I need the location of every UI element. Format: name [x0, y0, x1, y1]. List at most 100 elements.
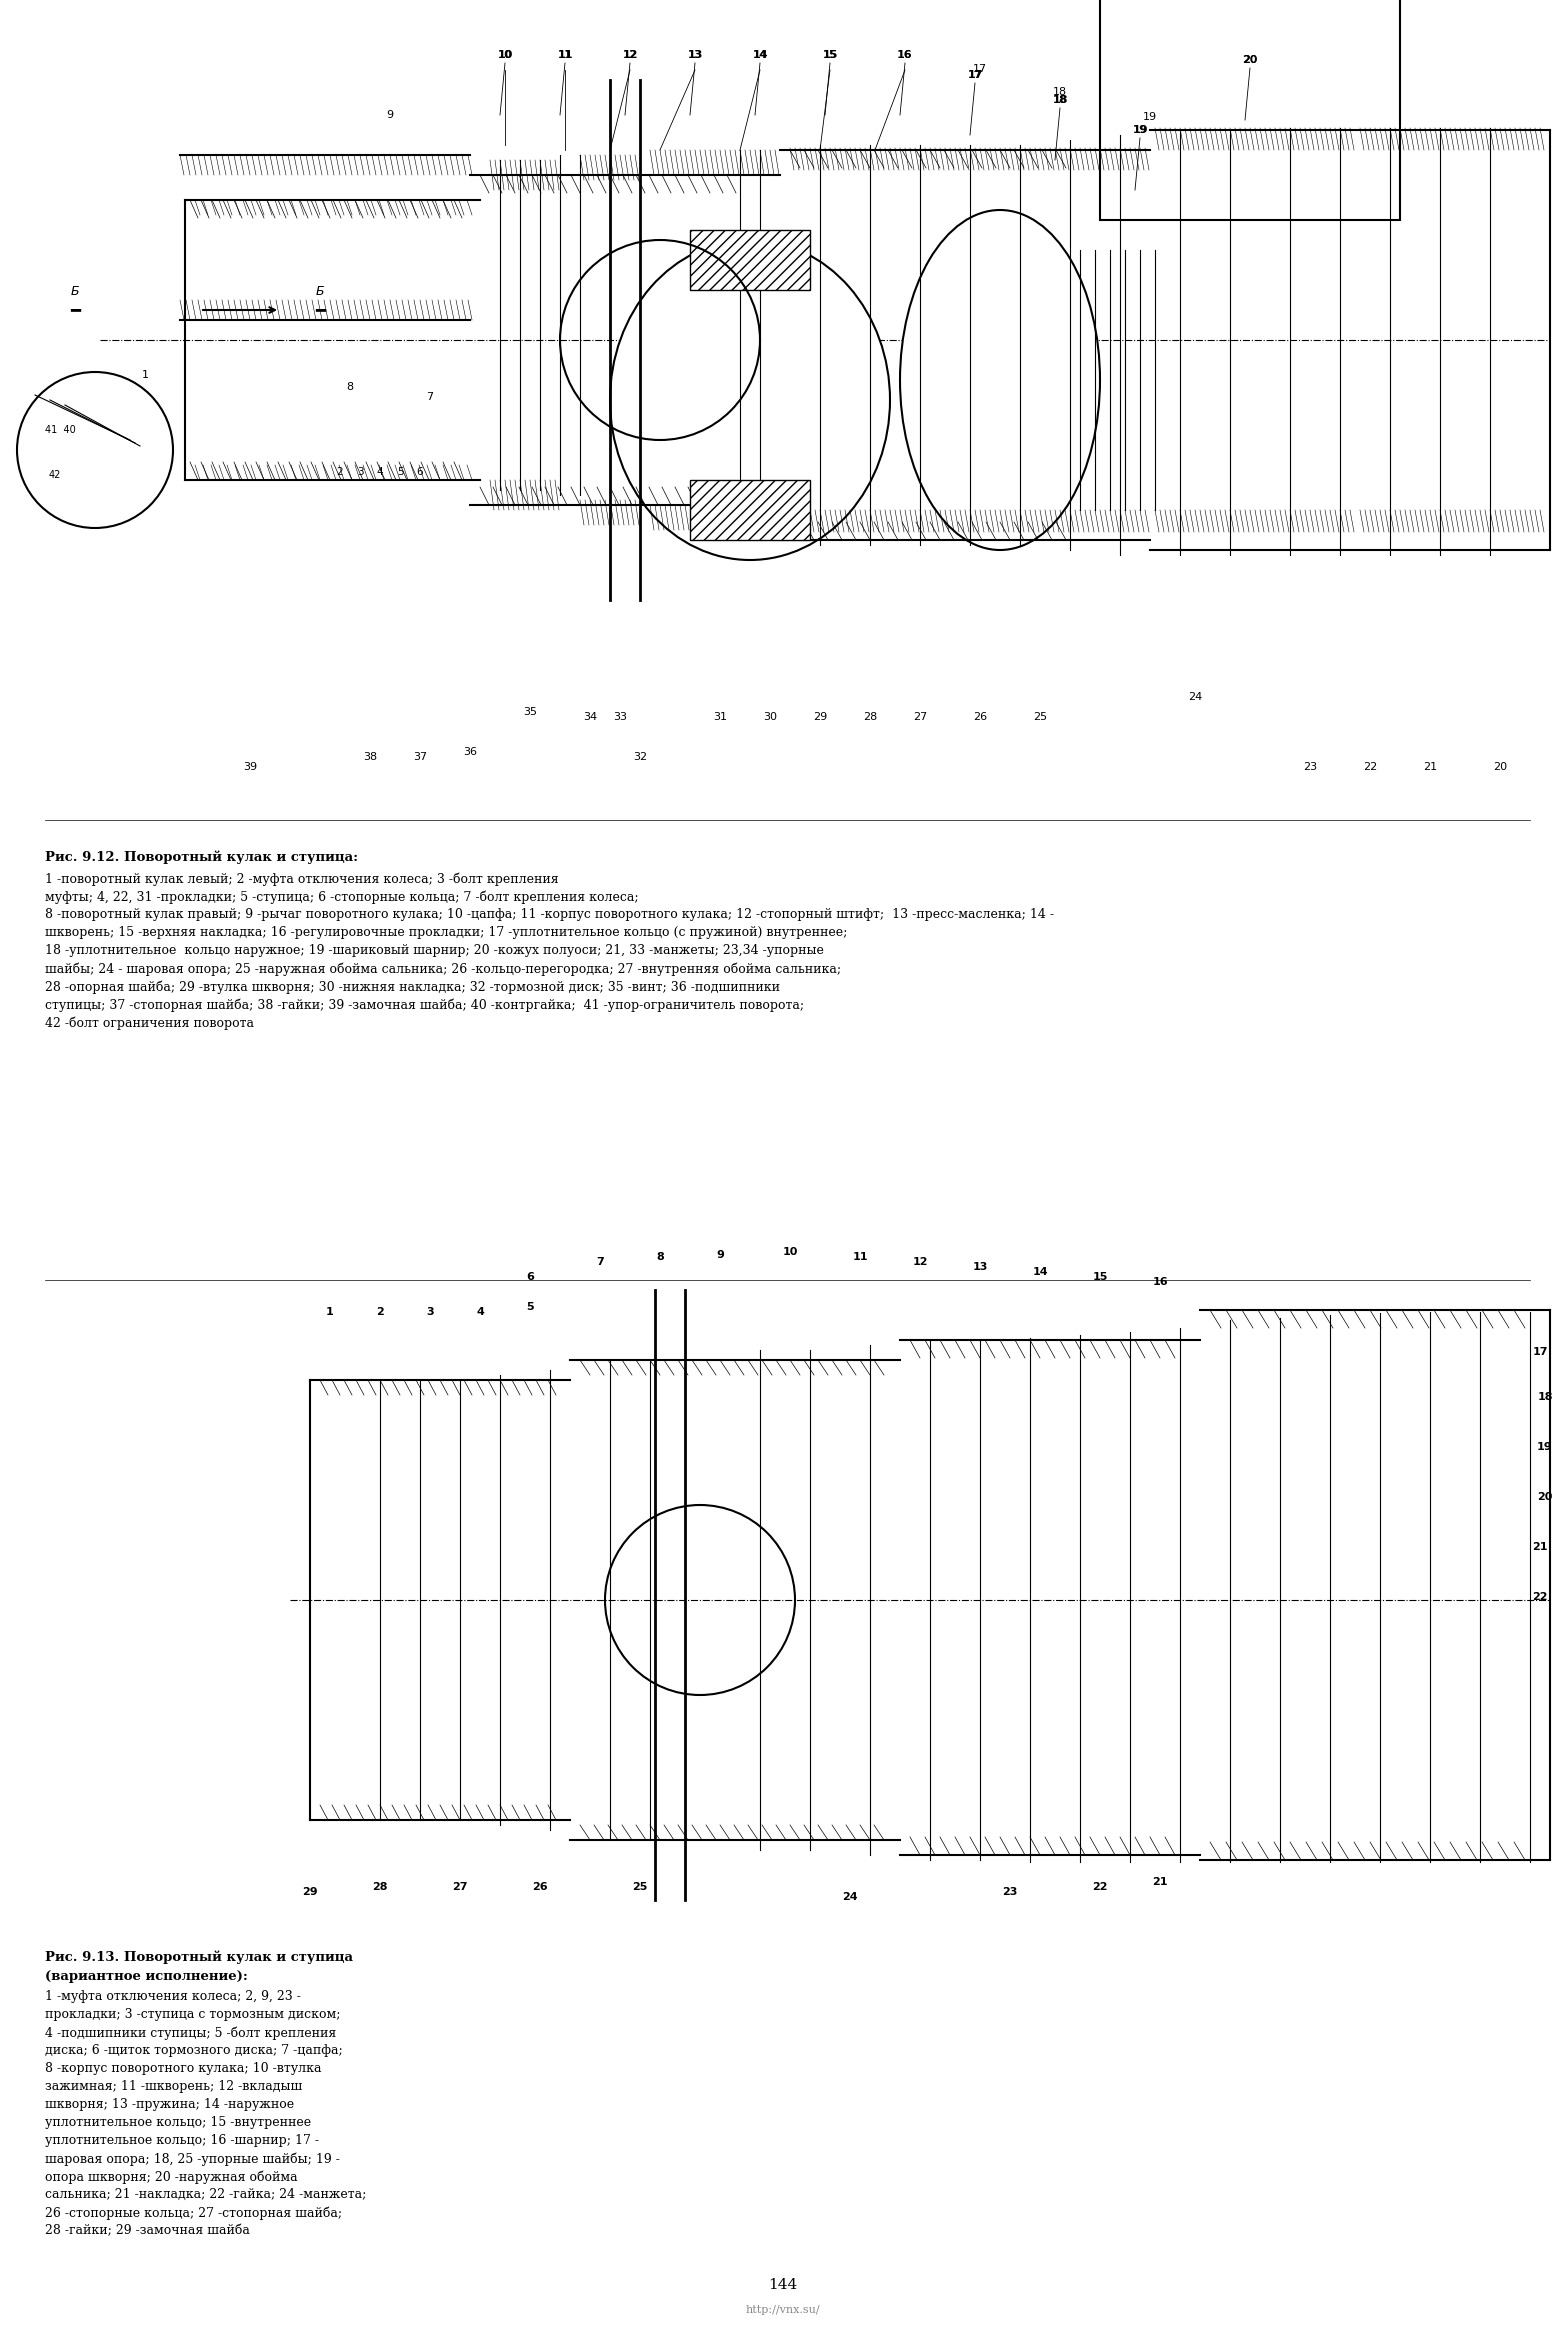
Text: шаровая опора; 18, 25 -упорные шайбы; 19 -: шаровая опора; 18, 25 -упорные шайбы; 19… — [45, 2152, 340, 2166]
Text: 1 -муфта отключения колеса; 2, 9, 23 -: 1 -муфта отключения колеса; 2, 9, 23 - — [45, 1990, 301, 2002]
Text: 14: 14 — [1033, 1268, 1048, 1277]
Text: 5: 5 — [396, 468, 403, 477]
Text: опора шкворня; 20 -наружная обойма: опора шкворня; 20 -наружная обойма — [45, 2171, 298, 2185]
Text: 19: 19 — [1537, 1443, 1553, 1453]
Text: 19: 19 — [1133, 124, 1147, 136]
Text: 22: 22 — [1533, 1593, 1548, 1602]
Text: 2: 2 — [337, 468, 343, 477]
Text: 20: 20 — [1493, 763, 1507, 772]
Text: 33: 33 — [613, 711, 627, 723]
Text: муфты; 4, 22, 31 -прокладки; 5 -ступица; 6 -стопорные кольца; 7 -болт крепления : муфты; 4, 22, 31 -прокладки; 5 -ступица;… — [45, 891, 639, 903]
Text: 34: 34 — [583, 711, 597, 723]
Text: 20: 20 — [1243, 56, 1258, 65]
Text: http://vnx.su/: http://vnx.su/ — [746, 2304, 820, 2316]
Text: 14: 14 — [752, 49, 768, 61]
Text: ступицы; 37 -стопорная шайба; 38 -гайки; 39 -замочная шайба; 40 -контргайка;  41: ступицы; 37 -стопорная шайба; 38 -гайки;… — [45, 999, 804, 1010]
Text: 16: 16 — [1152, 1277, 1167, 1286]
Text: Рис. 9.12. Поворотный кулак и ступица:: Рис. 9.12. Поворотный кулак и ступица: — [45, 849, 359, 863]
Text: 6: 6 — [527, 1272, 534, 1282]
Text: 1: 1 — [326, 1308, 334, 1317]
Text: 2: 2 — [376, 1308, 384, 1317]
Text: 9: 9 — [387, 110, 393, 119]
Text: Б: Б — [71, 285, 80, 297]
Text: 12: 12 — [624, 49, 638, 61]
Text: 13: 13 — [688, 49, 702, 61]
Text: 23: 23 — [1302, 763, 1316, 772]
Text: 6: 6 — [417, 468, 423, 477]
Text: зажимная; 11 -шкворень; 12 -вкладыш: зажимная; 11 -шкворень; 12 -вкладыш — [45, 2079, 302, 2093]
Text: 39: 39 — [243, 763, 257, 772]
Text: 25: 25 — [1033, 711, 1047, 723]
Text: 10: 10 — [498, 49, 512, 61]
Text: 29: 29 — [302, 1888, 318, 1897]
Text: прокладки; 3 -ступица с тормозным диском;: прокладки; 3 -ступица с тормозным диском… — [45, 2007, 340, 2021]
Text: шкворня; 13 -пружина; 14 -наружное: шкворня; 13 -пружина; 14 -наружное — [45, 2098, 295, 2112]
Text: 26: 26 — [973, 711, 987, 723]
Text: 21: 21 — [1423, 763, 1437, 772]
Text: ━: ━ — [71, 302, 80, 318]
Text: 7: 7 — [595, 1256, 603, 1268]
Text: ━: ━ — [315, 302, 324, 318]
Text: 8 -корпус поворотного кулака; 10 -втулка: 8 -корпус поворотного кулака; 10 -втулка — [45, 2063, 321, 2075]
Text: 26: 26 — [533, 1883, 548, 1892]
Text: 8: 8 — [657, 1251, 664, 1263]
Text: шайбы; 24 - шаровая опора; 25 -наружная обойма сальника; 26 -кольцо-перегородка;: шайбы; 24 - шаровая опора; 25 -наружная … — [45, 961, 841, 975]
Text: 144: 144 — [768, 2278, 798, 2292]
Text: Рис. 9.13. Поворотный кулак и ступица: Рис. 9.13. Поворотный кулак и ступица — [45, 1951, 353, 1962]
Text: 13: 13 — [688, 49, 702, 61]
Text: 17: 17 — [968, 70, 983, 80]
Text: 28 -гайки; 29 -замочная шайба: 28 -гайки; 29 -замочная шайба — [45, 2224, 249, 2236]
Text: 21: 21 — [1533, 1541, 1548, 1553]
Text: 41  40: 41 40 — [44, 426, 75, 435]
Text: 37: 37 — [414, 753, 428, 763]
Text: 27: 27 — [453, 1883, 469, 1892]
Text: 18: 18 — [1053, 87, 1067, 96]
Text: сальника; 21 -накладка; 22 -гайка; 24 -манжета;: сальника; 21 -накладка; 22 -гайка; 24 -м… — [45, 2187, 367, 2201]
Text: 18 -уплотнительное  кольцо наружное; 19 -шариковый шарнир; 20 -кожух полуоси; 21: 18 -уплотнительное кольцо наружное; 19 -… — [45, 945, 824, 957]
Text: 12: 12 — [912, 1256, 928, 1268]
Text: 11: 11 — [558, 49, 572, 61]
Text: 27: 27 — [914, 711, 928, 723]
Text: 42 -болт ограничения поворота: 42 -болт ограничения поворота — [45, 1015, 254, 1029]
Text: 29: 29 — [813, 711, 827, 723]
Text: 18: 18 — [1053, 96, 1067, 105]
Text: 14: 14 — [752, 49, 768, 61]
Ellipse shape — [899, 211, 1100, 550]
Text: 9: 9 — [716, 1249, 724, 1261]
Text: 24: 24 — [1188, 692, 1202, 702]
Text: 18: 18 — [1537, 1392, 1553, 1401]
Text: 12: 12 — [622, 49, 638, 61]
Text: 15: 15 — [823, 49, 837, 61]
Text: 13: 13 — [972, 1263, 987, 1272]
Text: 3: 3 — [357, 468, 364, 477]
Bar — [689, 229, 810, 290]
Text: 22: 22 — [1363, 763, 1377, 772]
Text: уплотнительное кольцо; 16 -шарнир; 17 -: уплотнительное кольцо; 16 -шарнир; 17 - — [45, 2133, 320, 2147]
Text: 18: 18 — [1053, 96, 1067, 105]
Text: 31: 31 — [713, 711, 727, 723]
Text: 1: 1 — [141, 370, 149, 379]
Text: 32: 32 — [633, 753, 647, 763]
Text: шкворень; 15 -верхняя накладка; 16 -регулировочные прокладки; 17 -уплотнительное: шкворень; 15 -верхняя накладка; 16 -регу… — [45, 926, 848, 938]
Text: 42: 42 — [49, 470, 61, 479]
Text: 19: 19 — [1133, 124, 1147, 136]
Text: 20: 20 — [1537, 1492, 1553, 1502]
Text: 10: 10 — [497, 49, 512, 61]
Text: 11: 11 — [852, 1251, 868, 1263]
Text: 28: 28 — [373, 1883, 387, 1892]
Text: 28 -опорная шайба; 29 -втулка шкворня; 30 -нижняя накладка; 32 -тормозной диск; : 28 -опорная шайба; 29 -втулка шкворня; 3… — [45, 980, 780, 994]
Text: 7: 7 — [426, 393, 434, 402]
Text: 10: 10 — [782, 1247, 798, 1256]
Text: (вариантное исполнение):: (вариантное исполнение): — [45, 1969, 248, 1983]
Text: 25: 25 — [633, 1883, 647, 1892]
Text: 15: 15 — [823, 49, 838, 61]
Text: 16: 16 — [898, 49, 912, 61]
Text: уплотнительное кольцо; 15 -внутреннее: уплотнительное кольцо; 15 -внутреннее — [45, 2117, 312, 2128]
Text: 11: 11 — [558, 49, 574, 61]
Text: 23: 23 — [1003, 1888, 1017, 1897]
Text: 35: 35 — [523, 706, 537, 718]
Text: 17: 17 — [967, 70, 983, 80]
Text: 15: 15 — [1092, 1272, 1108, 1282]
Text: 36: 36 — [462, 746, 476, 758]
Text: 16: 16 — [898, 49, 914, 61]
